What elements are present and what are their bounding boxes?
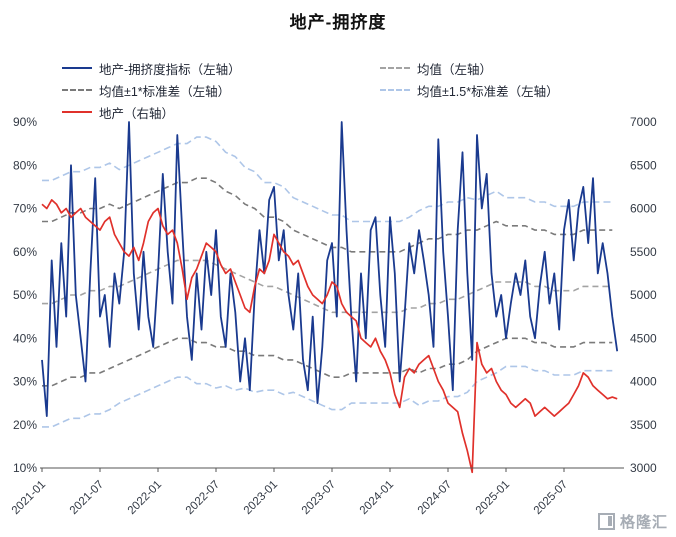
y-right-tick-label: 6500 <box>630 158 657 172</box>
y-left-tick-label: 10% <box>13 461 37 475</box>
y-left-tick-label: 70% <box>13 202 37 216</box>
y-left-tick-label: 80% <box>13 158 37 172</box>
x-tick-label: 2025-07 <box>532 479 570 517</box>
legend-swatch-crowdedness-indicator <box>62 67 92 69</box>
legend-item-crowdedness-indicator: 地产-拥挤度指标（左轴） <box>62 58 380 78</box>
y-right-tick-label: 3000 <box>630 461 657 475</box>
legend-swatch-property-index <box>62 111 92 113</box>
x-tick-label: 2021-01 <box>10 479 48 517</box>
y-right-tick-label: 7000 <box>630 115 657 129</box>
x-tick-label: 2021-07 <box>68 479 106 517</box>
chart-legend: 地产-拥挤度指标（左轴） 均值（左轴） 均值±1*标准差（左轴） 均值±1.5*… <box>62 58 559 122</box>
y-left-tick-label: 90% <box>13 115 37 129</box>
x-tick-label: 2024-07 <box>416 479 454 517</box>
x-tick-label: 2022-07 <box>184 479 222 517</box>
y-left-tick-label: 60% <box>13 245 37 259</box>
legend-swatch-1p5-sigma <box>380 89 410 91</box>
legend-label-1-sigma: 均值±1*标准差（左轴） <box>99 84 231 99</box>
legend-label-crowdedness-indicator: 地产-拥挤度指标（左轴） <box>99 62 241 77</box>
y-right-tick-label: 4500 <box>630 331 657 345</box>
series-property-index <box>41 199 618 474</box>
x-tick-label: 2023-07 <box>300 479 338 517</box>
legend-label-mean: 均值（左轴） <box>417 62 493 77</box>
legend-label-property-index: 地产（右轴） <box>99 106 175 121</box>
legend-swatch-mean <box>380 67 410 69</box>
legend-item-1p5-sigma: 均值±1.5*标准差（左轴） <box>380 80 559 100</box>
watermark: 格隆汇 <box>597 511 668 532</box>
chart-title: 地产-拥挤度 <box>289 13 387 32</box>
series-upper-1-sigma <box>42 177 613 253</box>
gelonghui-logo-icon <box>597 513 615 530</box>
y-right-tick-label: 3500 <box>630 418 657 432</box>
legend-item-mean: 均值（左轴） <box>380 58 559 78</box>
y-right-tick-label: 5000 <box>630 288 657 302</box>
series-lower-1-sigma <box>42 337 613 387</box>
series-lower-1p5-sigma <box>42 365 613 428</box>
y-left-tick-label: 40% <box>13 331 37 345</box>
y-left-tick-label: 50% <box>13 288 37 302</box>
x-tick-label: 2025-01 <box>474 479 512 517</box>
y-left-tick-label: 20% <box>13 418 37 432</box>
legend-item-1-sigma: 均值±1*标准差（左轴） <box>62 80 380 100</box>
series-crowdedness-indicator <box>41 121 619 418</box>
y-right-tick-label: 5500 <box>630 245 657 259</box>
legend-label-1p5-sigma: 均值±1.5*标准差（左轴） <box>417 84 559 99</box>
x-tick-label: 2022-01 <box>126 479 164 517</box>
y-right-tick-label: 4000 <box>630 375 657 389</box>
legend-item-property-index: 地产（右轴） <box>62 102 380 122</box>
legend-swatch-1-sigma <box>62 89 92 91</box>
x-tick-label: 2024-01 <box>358 479 396 517</box>
watermark-text: 格隆汇 <box>619 514 668 531</box>
y-left-tick-label: 30% <box>13 375 37 389</box>
y-right-tick-label: 6000 <box>630 202 657 216</box>
series-upper-1p5-sigma <box>42 136 613 223</box>
x-tick-label: 2023-01 <box>242 479 280 517</box>
